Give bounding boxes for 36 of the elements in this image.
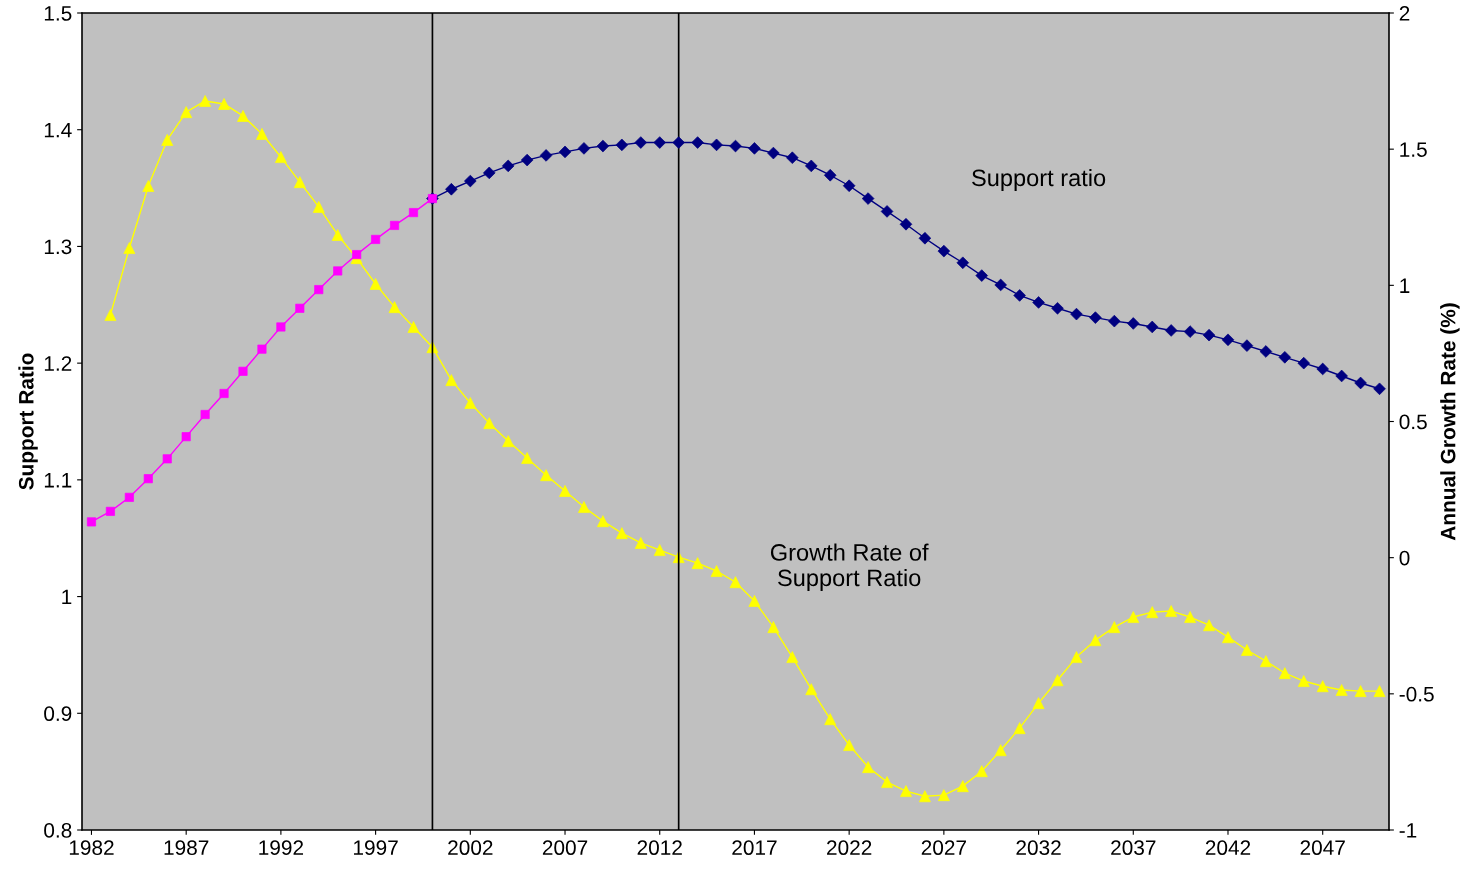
y2-tick-label: 2 (1399, 6, 1410, 21)
x-tick-label: 2022 (827, 840, 872, 856)
y2-axis-title: Annual Growth Rate (%) (1440, 303, 1460, 541)
x-tick-label: 2027 (921, 840, 966, 856)
x-tick-label: 2037 (1111, 840, 1156, 856)
point (390, 220, 400, 230)
x-tick-label: 2047 (1300, 840, 1345, 856)
x-tick-label: 2042 (1205, 840, 1251, 856)
y2-tick-label: 0.5 (1399, 414, 1427, 430)
x-tick-label: 2002 (448, 840, 493, 856)
y2-tick-label: 1.5 (1400, 142, 1427, 157)
y-axis-title: Support Ratio (18, 353, 38, 490)
x-tick-label: 2017 (732, 840, 777, 856)
series-label: Growth Rate of Support Ratio (770, 543, 929, 591)
x-tick-label: 2007 (542, 840, 588, 856)
y-tick-label: 1.5 (44, 6, 72, 21)
y2-tick-label: 0 (1399, 550, 1410, 566)
x-tick-label: 2032 (1016, 840, 1061, 856)
y2-tick-label: -1 (1399, 823, 1417, 838)
y-tick-label: 1 (62, 589, 72, 605)
x-tick-label: 1992 (259, 840, 304, 856)
y2-tick-label: -0.5 (1399, 686, 1434, 702)
point (124, 492, 134, 502)
x-tick-label: 1997 (354, 840, 398, 856)
point (408, 208, 418, 218)
y-tick-label: 1.4 (44, 122, 72, 138)
text: Support ratio (972, 168, 1106, 191)
y-tick-label: 1.3 (44, 239, 72, 255)
x-tick-label: 1987 (164, 840, 209, 856)
x-tick-label: 2012 (637, 840, 682, 856)
y-tick-label: 0.9 (44, 706, 72, 722)
y-tick-label: 1.1 (44, 473, 72, 488)
y-tick-label: 0.8 (44, 823, 72, 838)
y-tick-label: 1.2 (44, 356, 72, 371)
y2-tick-label: 1 (1400, 278, 1410, 293)
x-tick-label: 1982 (69, 840, 114, 856)
